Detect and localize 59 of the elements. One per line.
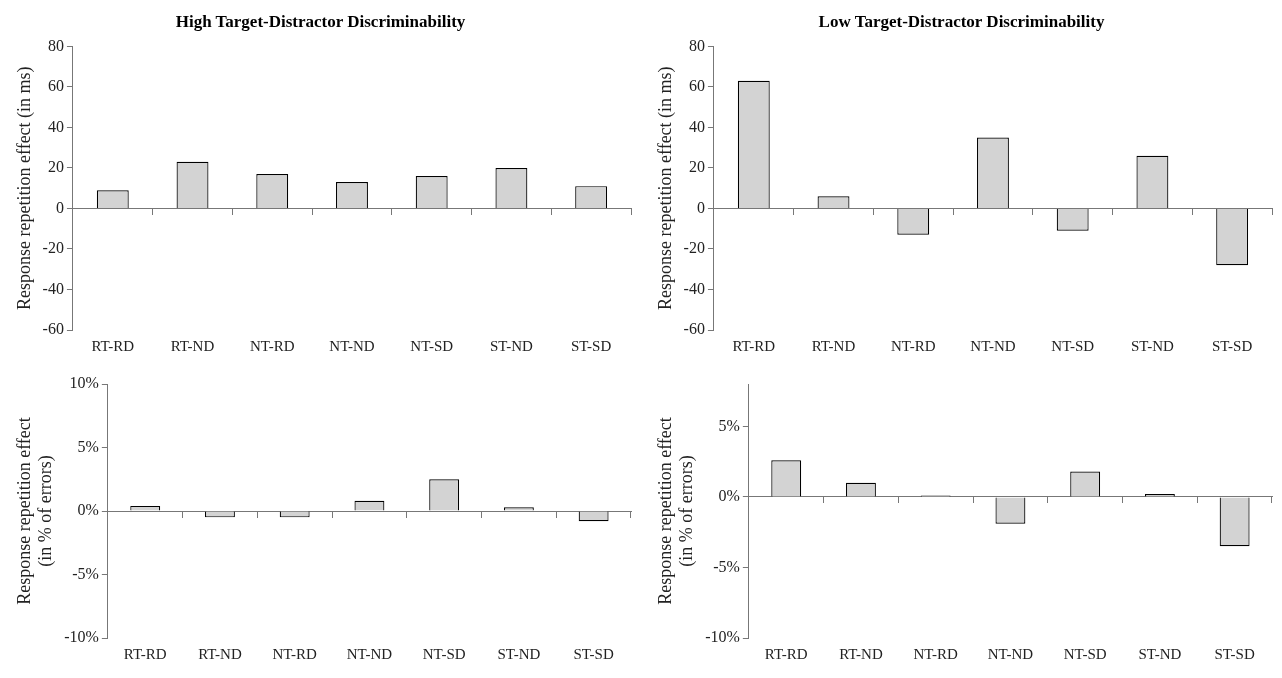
- y-tick-label: -40: [42, 279, 64, 297]
- y-axis-title: Response repetition effect (in % of errors): [654, 417, 698, 605]
- y-tick-label: -5%: [72, 564, 99, 582]
- chart-title: High Target-Distractor Discriminability: [175, 11, 466, 31]
- y-tick-label: -40: [683, 279, 705, 297]
- x-tick-label: RT-RD: [764, 645, 808, 662]
- x-tick-label: ST-SD: [573, 645, 614, 662]
- x-tick-label: RT-RD: [123, 645, 167, 662]
- y-tick-label: 20: [47, 158, 64, 176]
- x-tick-label: ST-ND: [1138, 645, 1182, 662]
- x-tick-label: RT-ND: [839, 645, 883, 662]
- x-tick-label: RT-ND: [198, 645, 242, 662]
- x-tick-label: ST-ND: [1131, 337, 1174, 354]
- y-axis-title: Response repetition effect (in % of errors): [13, 417, 57, 605]
- y-tick-label: 40: [688, 117, 705, 135]
- x-tick-label: NT-SD: [1063, 645, 1107, 662]
- x-tick-label: NT-SD: [422, 645, 466, 662]
- y-tick-label: -20: [42, 239, 64, 257]
- y-tick-label: 80: [688, 36, 705, 54]
- x-tick-label: NT-ND: [329, 337, 375, 354]
- y-tick-label: 60: [47, 77, 64, 95]
- y-tick-label: 20: [688, 158, 705, 176]
- x-tick-label: NT-RD: [272, 645, 318, 662]
- y-tick-label: 0: [55, 198, 64, 216]
- chart-title: Low Target-Distractor Discriminability: [818, 11, 1105, 31]
- x-tick-label: NT-ND: [970, 337, 1016, 354]
- x-tick-label: RT-RD: [732, 337, 776, 354]
- y-tick-label: 5%: [77, 437, 99, 455]
- x-tick-label: ST-SD: [570, 337, 612, 354]
- y-tick-label: 40: [47, 117, 64, 135]
- y-tick-label: 0: [696, 198, 705, 216]
- x-tick-label: ST-ND: [497, 645, 541, 662]
- y-axis-title: Response repetition effect (in ms): [13, 66, 35, 310]
- x-tick-label: ST-ND: [490, 337, 533, 354]
- y-tick-label: 0%: [77, 501, 99, 519]
- y-tick-label: -10%: [64, 628, 99, 646]
- y-tick-label: -60: [683, 320, 705, 338]
- x-tick-label: NT-ND: [987, 645, 1034, 662]
- x-tick-label: NT-ND: [346, 645, 393, 662]
- x-tick-label: ST-SD: [1214, 645, 1255, 662]
- x-tick-label: NT-RD: [250, 337, 295, 354]
- x-tick-label: NT-RD: [891, 337, 936, 354]
- x-tick-label: NT-SD: [410, 337, 454, 354]
- x-tick-label: NT-RD: [913, 645, 959, 662]
- y-tick-label: -10%: [705, 628, 740, 646]
- x-tick-label: RT-ND: [170, 337, 215, 354]
- y-tick-label: 60: [688, 77, 705, 95]
- y-tick-label: -5%: [713, 557, 740, 575]
- y-axis-title: Response repetition effect (in ms): [654, 66, 676, 310]
- x-tick-label: RT-RD: [91, 337, 135, 354]
- y-tick-label: 10%: [69, 374, 99, 392]
- y-tick-label: 5%: [718, 416, 740, 434]
- y-tick-label: 80: [47, 36, 64, 54]
- y-tick-label: -20: [683, 239, 705, 257]
- x-tick-label: NT-SD: [1051, 337, 1095, 354]
- y-tick-label: 0%: [718, 487, 740, 505]
- x-tick-label: RT-ND: [811, 337, 856, 354]
- y-tick-label: -60: [42, 320, 64, 338]
- x-tick-label: ST-SD: [1211, 337, 1253, 354]
